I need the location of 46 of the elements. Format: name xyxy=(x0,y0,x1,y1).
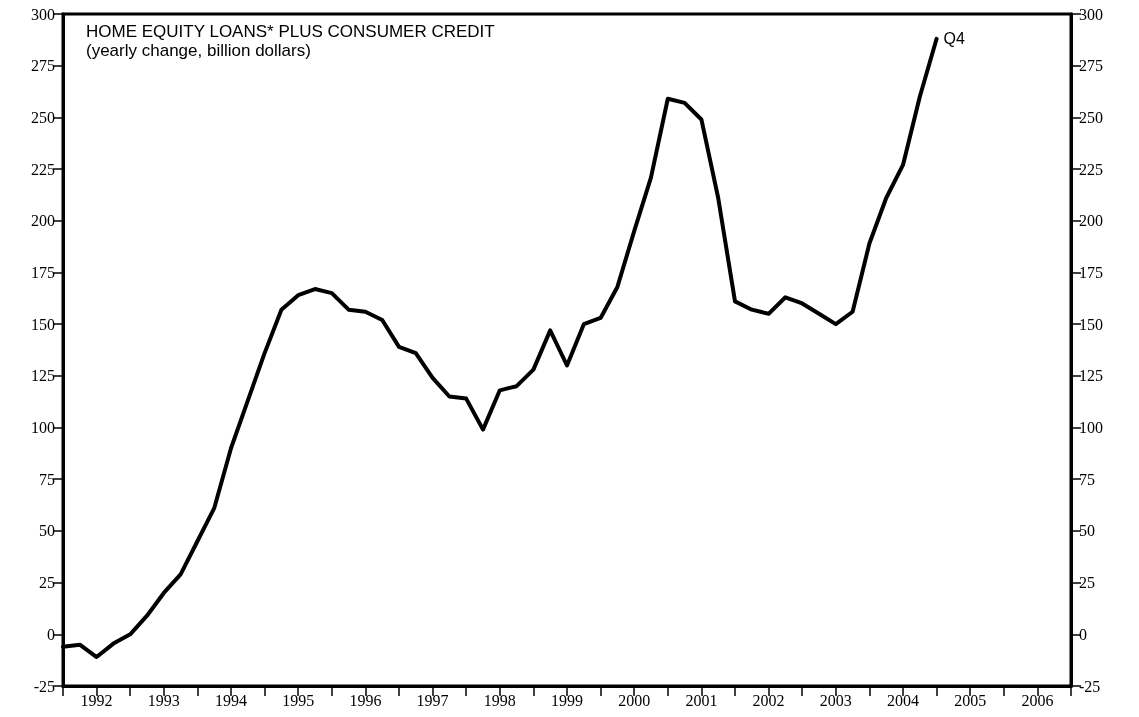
x-tick-label: 1994 xyxy=(215,691,247,709)
y2-tick-label: 75 xyxy=(1079,470,1095,488)
y-tick-label: 250 xyxy=(31,108,55,126)
y2-tick-label: 125 xyxy=(1079,367,1103,385)
x-tick-label: 1993 xyxy=(147,691,180,709)
y-tick-label: 125 xyxy=(31,367,55,385)
annotation: Q4 xyxy=(943,30,966,48)
x-tick-label: 2005 xyxy=(954,691,987,709)
x-tick-label: 1998 xyxy=(483,691,516,709)
y2-tick-label: 225 xyxy=(1079,160,1103,178)
x-tick-label: 2003 xyxy=(819,691,852,709)
x-tick-label: 1999 xyxy=(551,691,583,709)
x-tick-label: 2000 xyxy=(618,691,651,709)
y-tick-label: 75 xyxy=(39,470,55,488)
y-tick-label: 275 xyxy=(31,57,55,75)
x-tick-label: 1992 xyxy=(80,691,113,709)
y2-tick-label: -25 xyxy=(1079,677,1101,695)
text: (yearly change, billion dollars) xyxy=(86,41,311,60)
y2-tick-label: 25 xyxy=(1079,574,1095,592)
y2-tick-label: 250 xyxy=(1079,108,1103,126)
y2-tick-label: 150 xyxy=(1079,315,1103,333)
y2-tick-label: 175 xyxy=(1079,263,1103,281)
x-tick-label: 1996 xyxy=(349,691,382,709)
y-tick-label: 25 xyxy=(39,574,55,592)
y-tick-label: 0 xyxy=(47,625,55,643)
x-tick-label: 2004 xyxy=(887,691,919,709)
x-tick-label: 1995 xyxy=(282,691,315,709)
y2-tick-label: 100 xyxy=(1079,419,1103,437)
y-tick-label: 175 xyxy=(31,263,55,281)
text: HOME EQUITY LOANS* PLUS CONSUMER CREDIT xyxy=(86,22,495,41)
x-tick-label: 2002 xyxy=(752,691,785,709)
y-tick-label: 100 xyxy=(31,419,55,437)
x-tick-label: 2006 xyxy=(1021,691,1054,709)
y2-tick-label: 0 xyxy=(1079,625,1087,643)
y2-tick-label: 200 xyxy=(1079,212,1103,230)
y-tick-label: 50 xyxy=(39,522,55,540)
x-tick-label: 2001 xyxy=(685,691,718,709)
y-tick-label: 300 xyxy=(31,5,55,23)
y-tick-label: 200 xyxy=(31,212,55,230)
y-tick-label: 225 xyxy=(31,160,55,178)
y-tick-label: 150 xyxy=(31,315,55,333)
y-tick-label: -25 xyxy=(33,677,55,695)
y2-tick-label: 300 xyxy=(1079,5,1103,23)
y2-tick-label: 50 xyxy=(1079,522,1095,540)
x-tick-label: 1997 xyxy=(416,691,449,709)
y2-tick-label: 275 xyxy=(1079,57,1103,75)
